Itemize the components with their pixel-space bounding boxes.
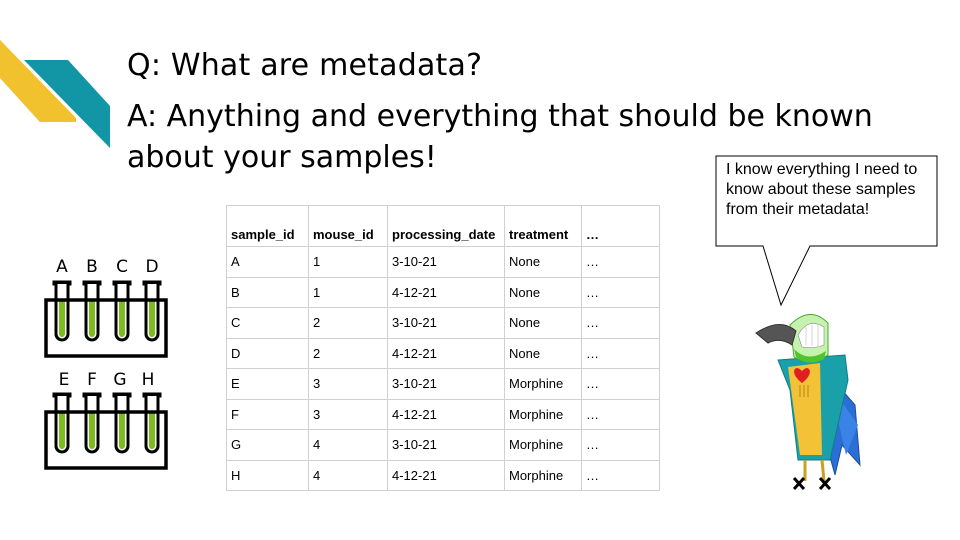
- table-cell: 4-12-21: [387, 276, 505, 308]
- corner-ribbon-icon: [0, 40, 110, 148]
- table-header-row: sample_id mouse_id processing_date treat…: [226, 205, 660, 247]
- answer-text: A: Anything and everything that should b…: [127, 99, 873, 175]
- table-cell: A: [226, 246, 309, 278]
- table-cell: 3-10-21: [387, 246, 505, 278]
- table-cell: D: [226, 337, 309, 369]
- tube-label: E: [58, 370, 70, 390]
- table-cell: 4-12-21: [387, 459, 505, 491]
- table-cell: G: [226, 429, 309, 461]
- table-cell: None: [504, 307, 582, 339]
- table-cell: B: [226, 276, 309, 308]
- tube-labels-bottom: E F G H: [54, 370, 164, 392]
- table-cell: 3: [308, 368, 388, 400]
- table-cell: …: [581, 246, 660, 278]
- table-row: F 3 4-12-21 Morphine…: [226, 398, 660, 430]
- table-cell: …: [581, 398, 660, 430]
- table-cell: 2: [308, 337, 388, 369]
- table-cell: 2: [308, 307, 388, 339]
- table-cell: …: [581, 459, 660, 491]
- column-header: processing_date: [387, 205, 505, 247]
- table-row: E 3 3-10-21 Morphine…: [226, 368, 660, 400]
- table-cell: 3-10-21: [387, 429, 505, 461]
- column-header: sample_id: [226, 205, 309, 247]
- table-cell: 4-12-21: [387, 398, 505, 430]
- table-cell: E: [226, 368, 309, 400]
- column-header: …: [581, 205, 660, 247]
- table-cell: Morphine: [504, 368, 582, 400]
- speech-bubble: [715, 155, 938, 307]
- table-cell: 1: [308, 246, 388, 278]
- tube-label: F: [87, 370, 97, 390]
- table-cell: 3: [308, 398, 388, 430]
- test-tube-rack-icon: [44, 280, 168, 358]
- tube-label: C: [116, 257, 128, 277]
- column-header: mouse_id: [308, 205, 388, 247]
- column-header: treatment: [504, 205, 582, 247]
- table-row: G 4 3-10-21 Morphine…: [226, 429, 660, 461]
- table-cell: …: [581, 307, 660, 339]
- table-cell: 4: [308, 459, 388, 491]
- test-tube-rack-icon: [44, 392, 168, 470]
- tube-label: A: [56, 257, 68, 277]
- table-cell: …: [581, 276, 660, 308]
- table-cell: 3-10-21: [387, 307, 505, 339]
- table-row: A 1 3-10-21 None…: [226, 246, 660, 278]
- table-cell: 1: [308, 276, 388, 308]
- table-cell: 4: [308, 429, 388, 461]
- table-cell: F: [226, 398, 309, 430]
- metadata-table: sample_id mouse_id processing_date treat…: [226, 205, 660, 491]
- table-cell: H: [226, 459, 309, 491]
- table-cell: C: [226, 307, 309, 339]
- table-cell: …: [581, 337, 660, 369]
- table-row: B 1 4-12-21 None…: [226, 276, 660, 308]
- table-cell: 4-12-21: [387, 337, 505, 369]
- table-cell: Morphine: [504, 398, 582, 430]
- table-cell: None: [504, 246, 582, 278]
- table-cell: None: [504, 337, 582, 369]
- tube-label: B: [86, 257, 98, 277]
- tube-label: G: [113, 370, 127, 390]
- table-cell: None: [504, 276, 582, 308]
- table-cell: …: [581, 368, 660, 400]
- table-row: D 2 4-12-21 None…: [226, 337, 660, 369]
- tube-label: H: [141, 370, 155, 390]
- table-cell: Morphine: [504, 459, 582, 491]
- speech-bubble-text: I know everything I need to know about t…: [726, 161, 918, 218]
- question-heading: Q: What are metadata?: [127, 48, 483, 83]
- tube-labels-top: A B C D: [52, 257, 162, 279]
- table-row: H 4 4-12-21 Morphine…: [226, 459, 660, 491]
- tube-label: D: [145, 257, 159, 277]
- table-cell: …: [581, 429, 660, 461]
- table-cell: Morphine: [504, 429, 582, 461]
- table-cell: 3-10-21: [387, 368, 505, 400]
- parrot-icon: [755, 314, 861, 491]
- table-row: C 2 3-10-21 None…: [226, 307, 660, 339]
